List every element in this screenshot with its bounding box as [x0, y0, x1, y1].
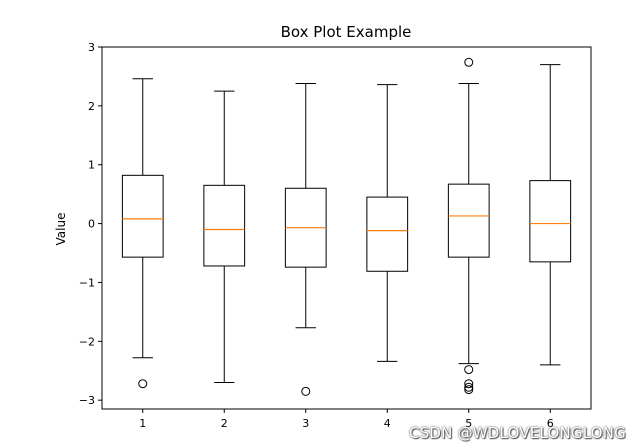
- plot-area: −3 −2 −1 0 1 2 3 1 2 3 4 5 6: [79, 41, 592, 430]
- chart-title: Box Plot Example: [281, 23, 412, 41]
- outlier-point: [138, 379, 148, 389]
- box-iqr: [366, 196, 409, 272]
- axes-frame: [101, 46, 592, 410]
- outlier-point: [464, 57, 474, 67]
- box-iqr: [529, 180, 572, 263]
- box-iqr: [203, 184, 246, 267]
- box-iqr: [447, 183, 490, 258]
- y-tick-label: 0: [88, 218, 95, 231]
- y-tick-label: −2: [79, 335, 95, 348]
- x-tick-label: 2: [221, 417, 228, 430]
- y-tick-label: 3: [88, 41, 95, 54]
- y-tick-label: −1: [79, 276, 95, 289]
- x-tick-label: 5: [465, 417, 472, 430]
- watermark: CSDN @WDLOVELONGLONG: [409, 424, 626, 442]
- outlier-point: [464, 385, 474, 395]
- outlier-point: [464, 365, 474, 375]
- y-tick-label: −3: [79, 394, 95, 407]
- y-tick-label: 2: [88, 100, 95, 113]
- y-tick-label: 1: [88, 159, 95, 172]
- x-tick-label: 6: [547, 417, 554, 430]
- x-tick-label: 3: [302, 417, 309, 430]
- outlier-point: [464, 379, 474, 389]
- y-axis-label: Value: [54, 213, 68, 246]
- x-tick-label: 4: [384, 417, 391, 430]
- box-iqr: [121, 174, 164, 258]
- x-tick-label: 1: [139, 417, 146, 430]
- outlier-point: [301, 386, 311, 396]
- outlier-point: [464, 382, 474, 392]
